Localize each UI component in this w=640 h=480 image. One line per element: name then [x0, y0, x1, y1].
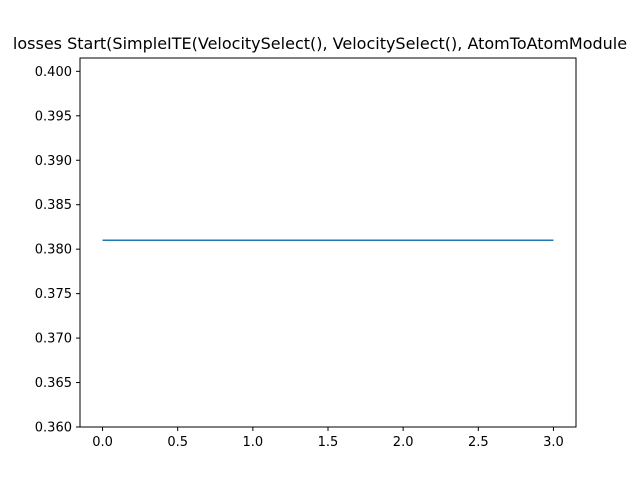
chart-title: losses Start(SimpleITE(VelocitySelect(),… [13, 34, 627, 53]
y-tick-label: 0.360 [35, 421, 72, 436]
x-tick-label: 2.5 [468, 435, 489, 450]
y-tick-label: 0.370 [35, 332, 72, 347]
x-tick-label: 0.5 [167, 435, 188, 450]
x-tick-label: 0.0 [92, 435, 113, 450]
plot-frame [79, 57, 577, 428]
y-tick-label: 0.375 [35, 287, 72, 302]
y-tick-label: 0.385 [35, 198, 72, 213]
y-tick-label: 0.400 [35, 65, 72, 80]
y-tick-label: 0.390 [35, 154, 72, 169]
x-tick-label: 2.0 [393, 435, 414, 450]
x-axis: 0.0 0.5 1.0 1.5 2.0 2.5 3.0 [92, 427, 564, 450]
y-tick-label: 0.365 [35, 376, 72, 391]
y-axis: 0.360 0.365 0.370 0.375 0.380 0.385 0.390 0.395… [35, 65, 80, 436]
y-tick-label: 0.380 [35, 243, 72, 258]
x-tick-label: 1.5 [318, 435, 339, 450]
x-tick-label: 1.0 [243, 435, 264, 450]
x-tick-label: 3.0 [543, 435, 564, 450]
y-tick-label: 0.395 [35, 109, 72, 124]
